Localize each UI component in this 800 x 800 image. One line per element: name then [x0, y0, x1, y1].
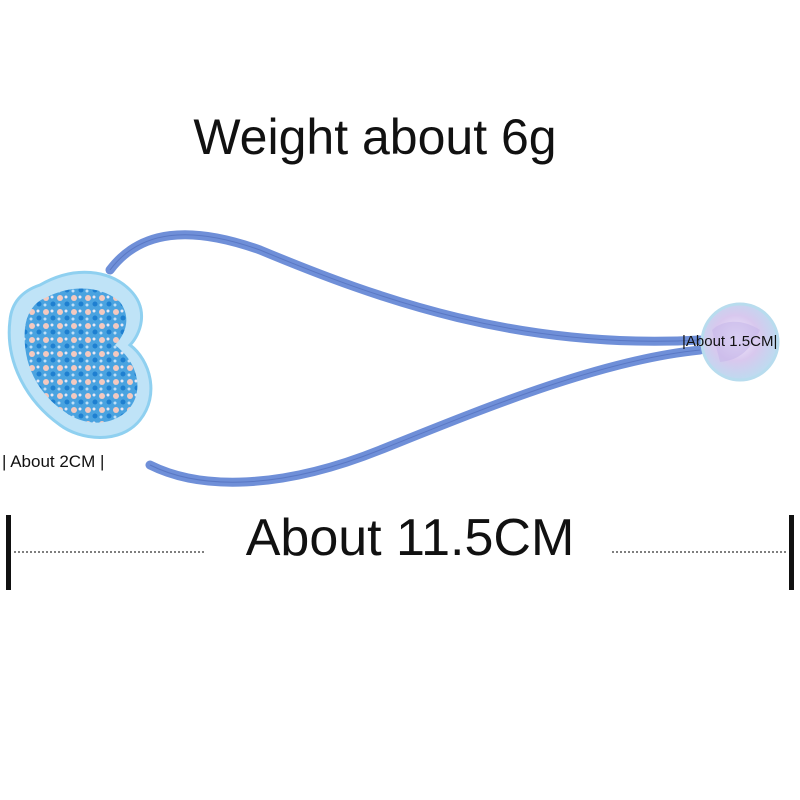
length-label: About 11.5CM — [245, 509, 575, 567]
heart-size-label: | About 2CM | — [2, 452, 105, 471]
heart-charm — [7, 270, 153, 439]
ball-size-label: |About 1.5CM| — [682, 333, 778, 350]
weight-label: Weight about 6g — [193, 109, 557, 165]
elastic-band-lines — [109, 234, 701, 483]
length-dimension — [6, 515, 794, 590]
ball-charm — [700, 302, 780, 382]
elastic-band — [105, 230, 705, 487]
